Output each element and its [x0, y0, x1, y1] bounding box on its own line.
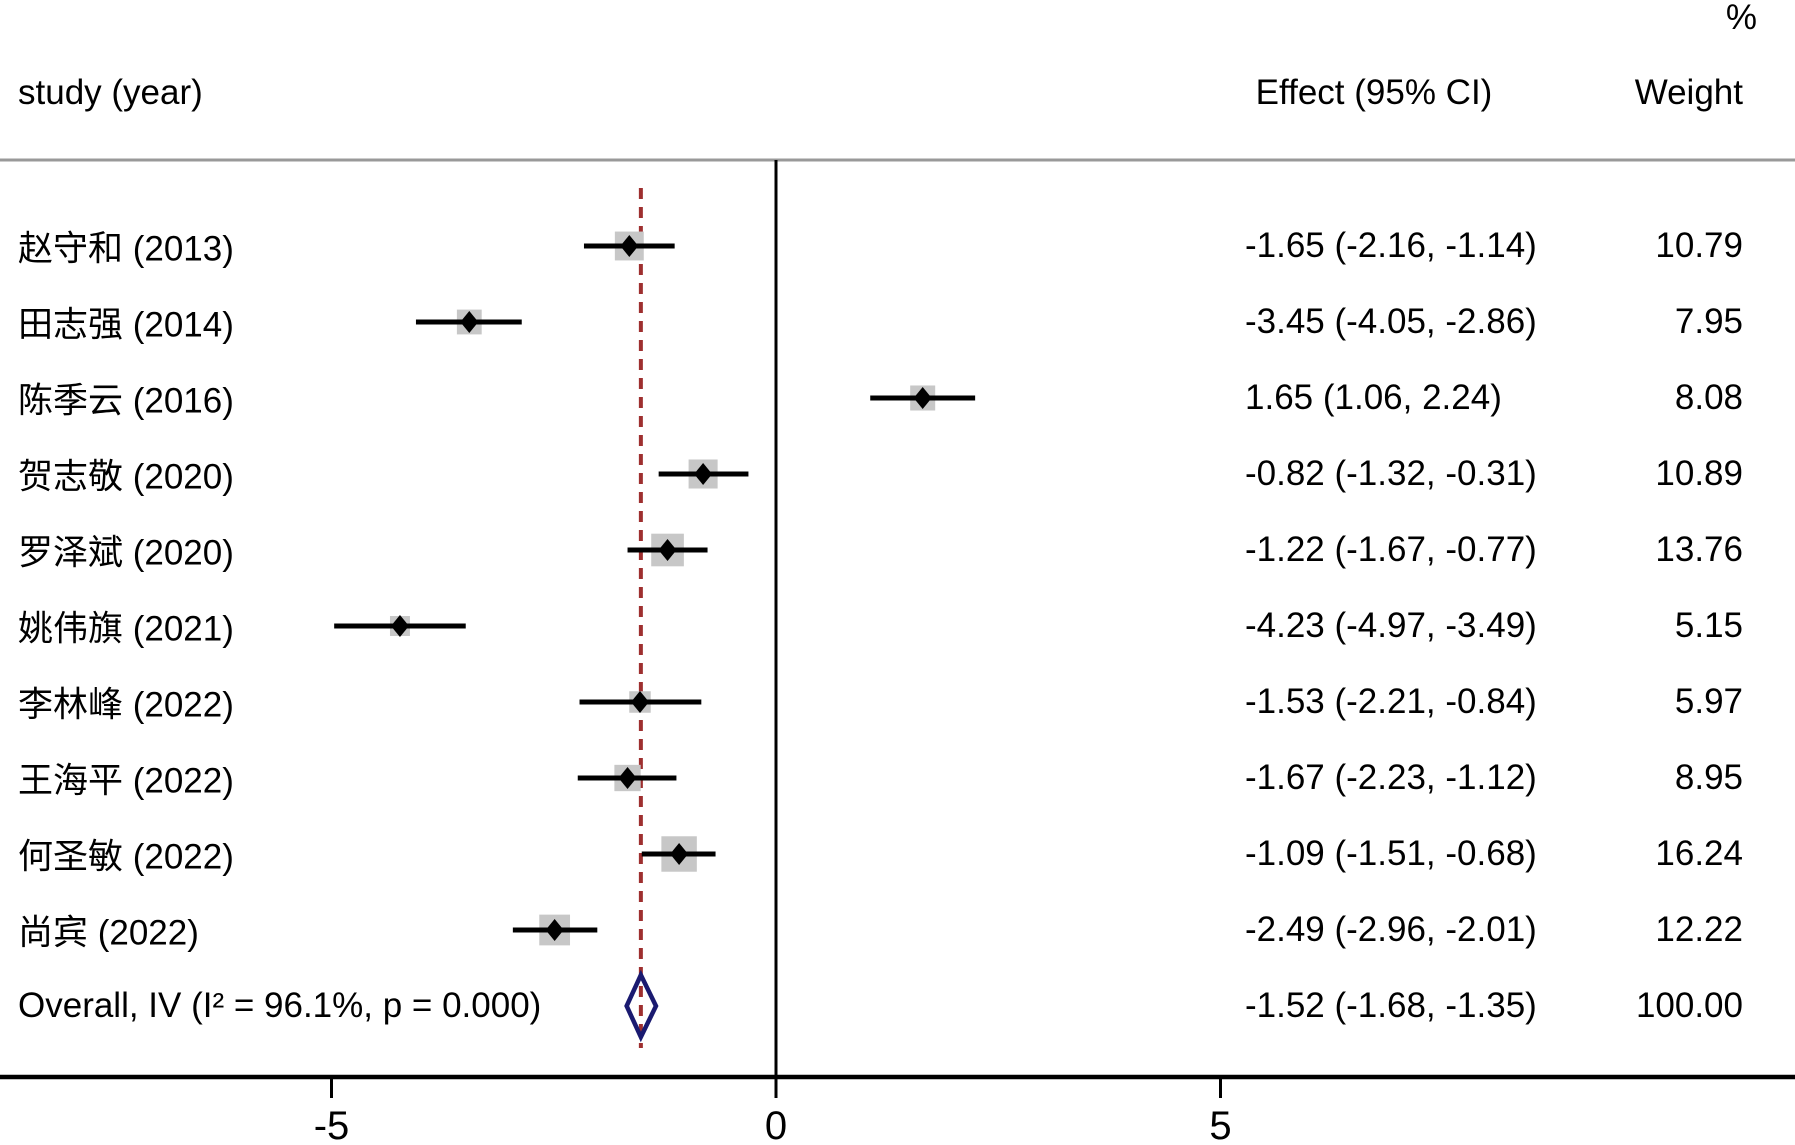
effect-value: -1.09 (-1.51, -0.68)	[1245, 834, 1537, 873]
weight-value: 10.89	[1655, 454, 1743, 493]
effect-value: -0.82 (-1.32, -0.31)	[1245, 454, 1537, 493]
weight-value: 8.95	[1674, 758, 1743, 797]
percent-header: %	[1725, 0, 1757, 37]
effect-value: -1.65 (-2.16, -1.14)	[1245, 226, 1537, 265]
effect-value: -1.22 (-1.67, -0.77)	[1245, 530, 1537, 569]
overall-weight-value: 100.00	[1635, 986, 1743, 1025]
weight-value: 12.22	[1655, 910, 1743, 949]
study-label: 罗泽斌 (2020)	[18, 533, 234, 573]
point-estimate-marker	[390, 615, 409, 637]
overall-effect-value: -1.52 (-1.68, -1.35)	[1245, 986, 1537, 1025]
weight-value: 5.15	[1674, 606, 1743, 645]
weight-value: 16.24	[1655, 834, 1743, 873]
weight-value: 5.97	[1674, 682, 1743, 721]
effect-value: -3.45 (-4.05, -2.86)	[1245, 302, 1537, 341]
axis-tick-label: -5	[314, 1104, 350, 1145]
axis-tick-label: 5	[1209, 1104, 1231, 1145]
study-label: 李林峰 (2022)	[18, 685, 234, 725]
point-estimate-marker	[620, 235, 639, 257]
point-estimate-marker	[913, 387, 932, 409]
point-estimate-marker	[618, 767, 637, 789]
effect-value: -2.49 (-2.96, -2.01)	[1245, 910, 1537, 949]
point-estimate-marker	[694, 463, 713, 485]
study-label: 王海平 (2022)	[18, 761, 234, 801]
weight-value: 7.95	[1674, 302, 1743, 341]
study-label: 何圣敏 (2022)	[18, 837, 234, 877]
study-label: 陈季云 (2016)	[18, 381, 234, 421]
point-estimate-marker	[658, 539, 677, 561]
point-estimate-marker	[460, 311, 479, 333]
point-estimate-marker	[630, 691, 649, 713]
effect-col-header: Effect (95% CI)	[1255, 73, 1493, 112]
effect-value: -1.53 (-2.21, -0.84)	[1245, 682, 1537, 721]
overall-diamond	[624, 969, 659, 1043]
point-estimate-marker	[545, 919, 564, 941]
study-label: 尚宾 (2022)	[18, 913, 199, 953]
overall-label: Overall, IV (I² = 96.1%, p = 0.000)	[18, 986, 542, 1025]
study-label: 姚伟旗 (2021)	[18, 609, 234, 649]
study-label: 田志强 (2014)	[18, 305, 234, 345]
study-col-header: study (year)	[18, 73, 203, 112]
weight-value: 10.79	[1655, 226, 1743, 265]
effect-value: 1.65 (1.06, 2.24)	[1245, 378, 1502, 417]
effect-value: -1.67 (-2.23, -1.12)	[1245, 758, 1537, 797]
effect-value: -4.23 (-4.97, -3.49)	[1245, 606, 1537, 645]
study-label: 贺志敬 (2020)	[18, 457, 234, 497]
point-estimate-marker	[670, 843, 689, 865]
weight-value: 8.08	[1674, 378, 1743, 417]
weight-value: 13.76	[1655, 530, 1743, 569]
axis-tick-label: 0	[765, 1104, 787, 1145]
study-label: 赵守和 (2013)	[18, 229, 234, 269]
weight-col-header: Weight	[1634, 73, 1743, 112]
